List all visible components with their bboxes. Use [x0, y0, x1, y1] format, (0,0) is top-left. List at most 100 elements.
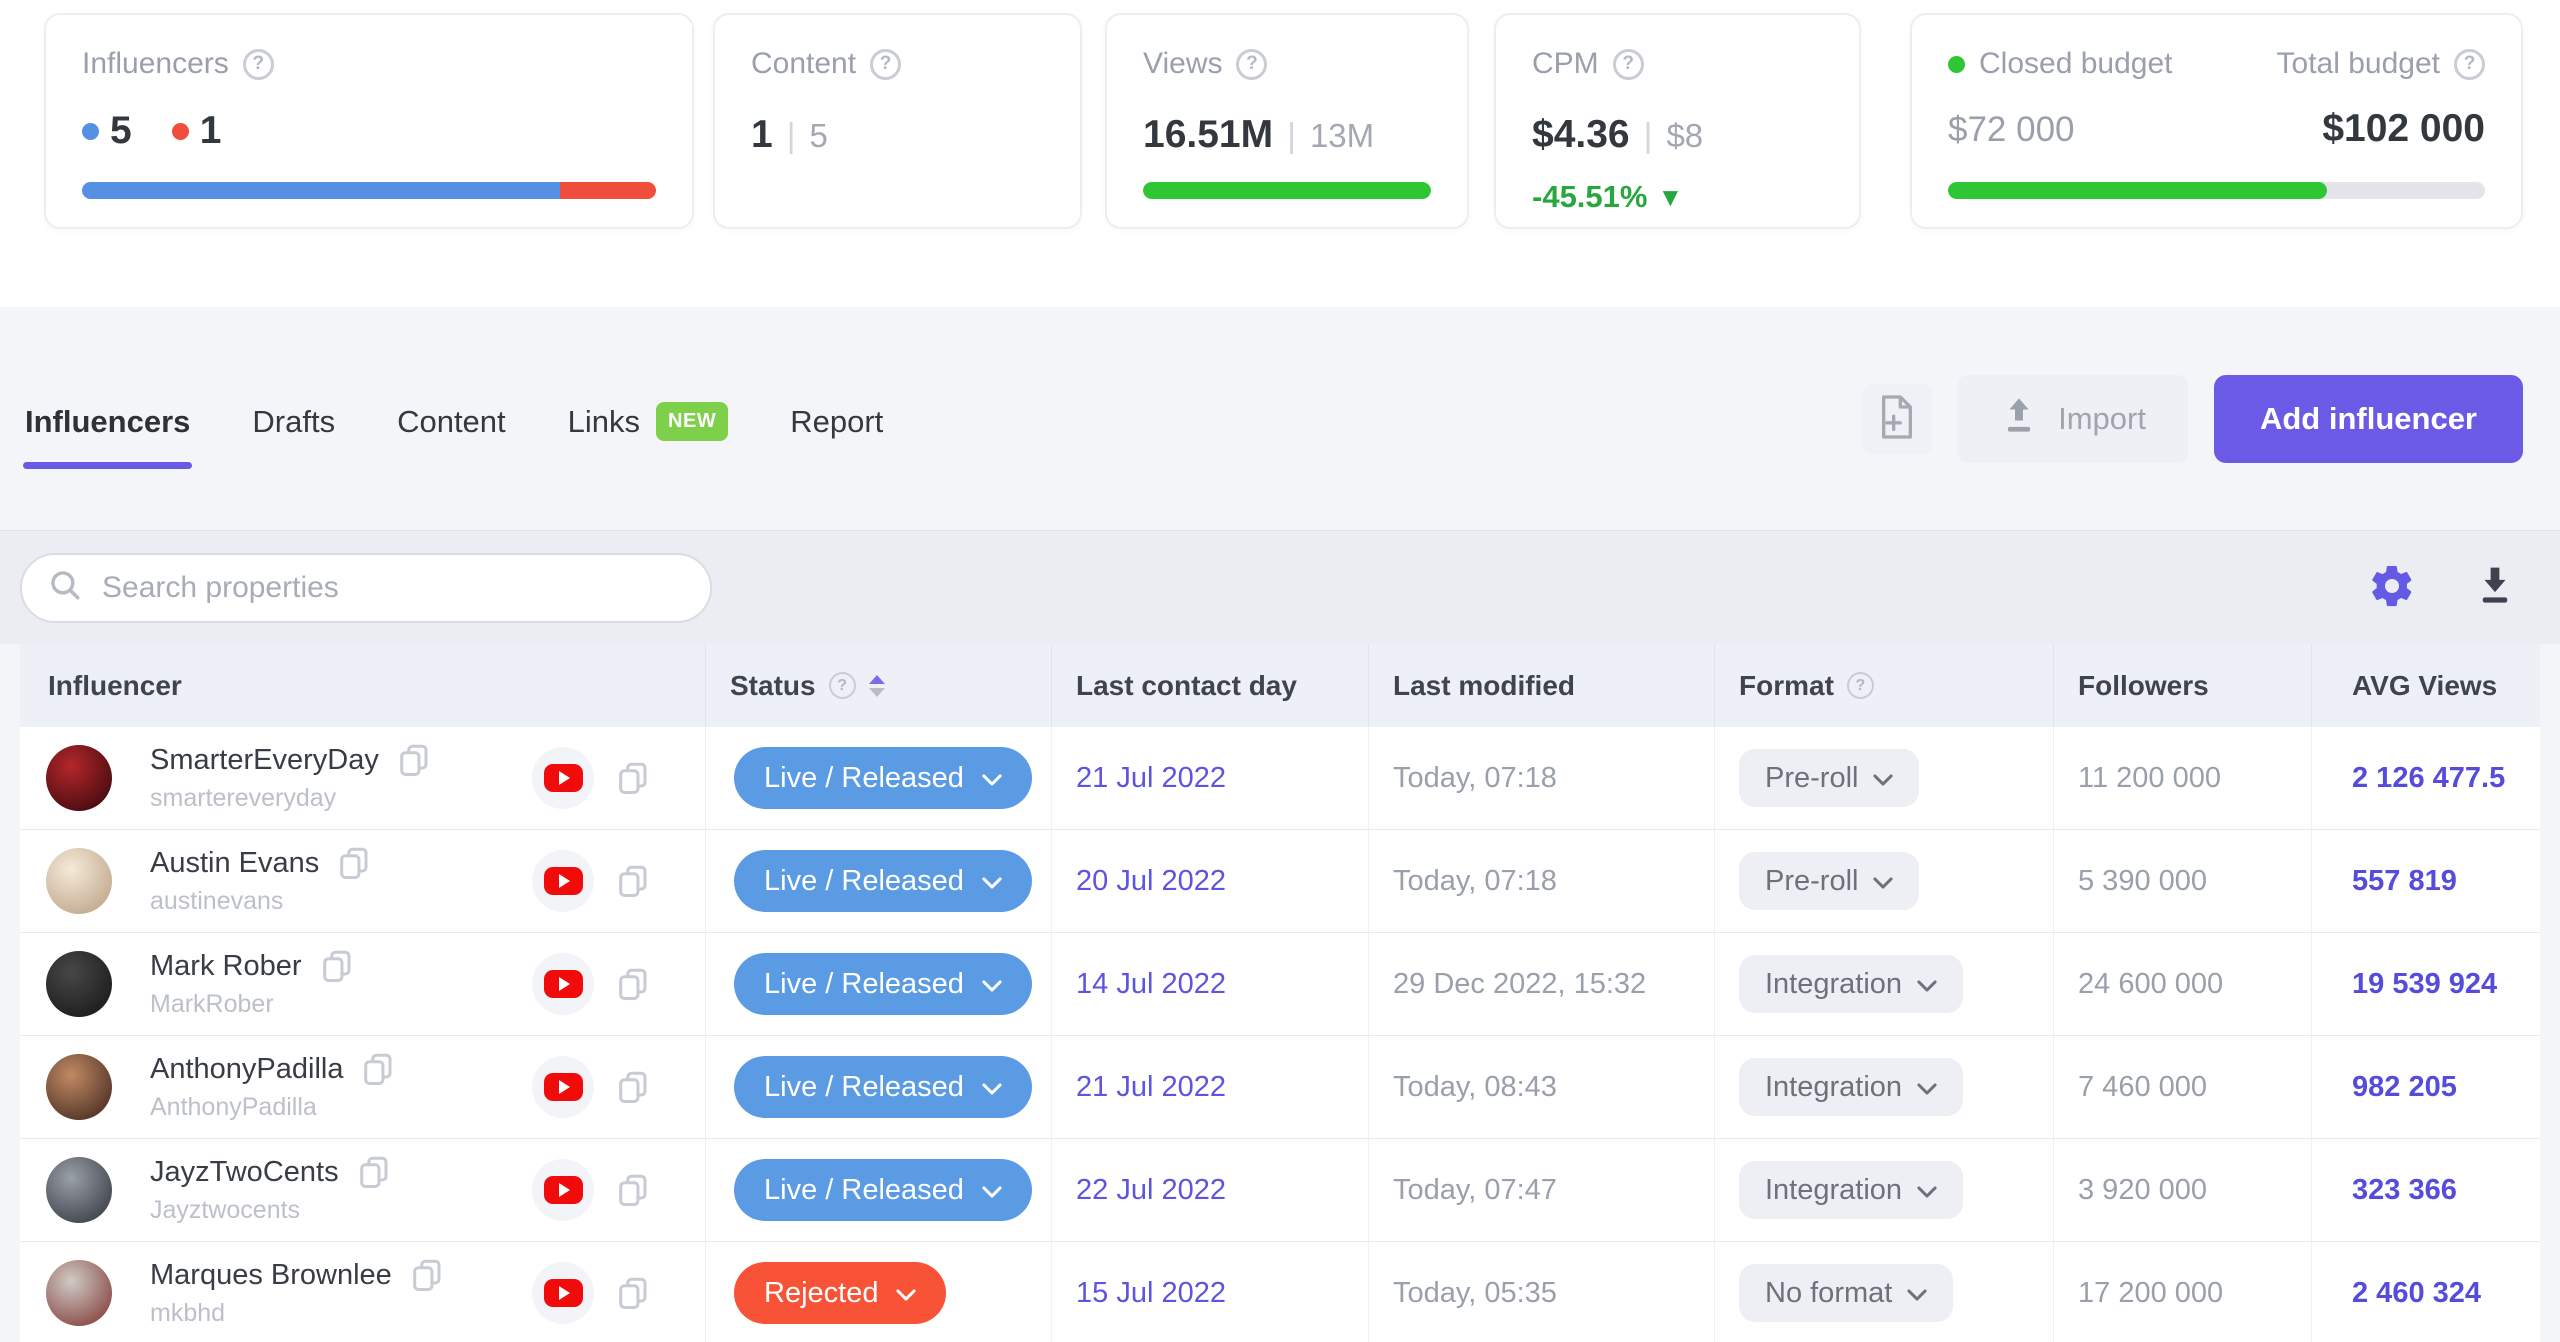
copy-icon[interactable] — [412, 1259, 442, 1292]
col-status[interactable]: Status ? — [706, 644, 1052, 727]
settings-button[interactable] — [2368, 562, 2416, 613]
table-row: Austin Evans austinevans Live / Released 20… — [20, 830, 2540, 933]
tab-drafts[interactable]: Drafts — [250, 368, 337, 469]
avg-views-cell[interactable]: 982 205 — [2352, 1070, 2457, 1103]
last-contact-date[interactable]: 15 Jul 2022 — [1076, 1276, 1226, 1309]
col-avg-views[interactable]: AVG Views — [2312, 644, 2540, 727]
format-dropdown[interactable]: Integration — [1739, 1058, 1964, 1116]
col-format[interactable]: Format ? — [1715, 644, 2054, 727]
legend-dot-blue — [82, 122, 99, 140]
last-modified-cell: Today, 07:47 — [1369, 1139, 1715, 1241]
gear-icon — [2368, 562, 2416, 613]
format-dropdown[interactable]: Integration — [1739, 1161, 1964, 1219]
avg-views-cell[interactable]: 2 460 324 — [2352, 1276, 2482, 1309]
copy-link-icon[interactable] — [618, 865, 648, 898]
followers-cell: 3 920 000 — [2054, 1139, 2312, 1241]
last-modified-cell: 29 Dec 2022, 15:32 — [1369, 933, 1715, 1035]
tab-report[interactable]: Report — [788, 368, 885, 469]
format-cell: Integration — [1715, 933, 2054, 1035]
copy-icon[interactable] — [363, 1053, 393, 1086]
last-contact-date[interactable]: 22 Jul 2022 — [1076, 1173, 1226, 1206]
tab-content[interactable]: Content — [395, 368, 508, 469]
col-last-modified[interactable]: Last modified — [1369, 644, 1715, 727]
last-contact-cell: 22 Jul 2022 — [1052, 1139, 1369, 1241]
col-last-contact[interactable]: Last contact day — [1052, 644, 1369, 727]
help-icon[interactable]: ? — [870, 48, 902, 80]
copy-link-icon[interactable] — [618, 968, 648, 1001]
youtube-icon[interactable] — [532, 747, 594, 809]
copy-icon[interactable] — [322, 950, 352, 983]
format-dropdown[interactable]: Pre-roll — [1739, 749, 1920, 807]
table-row: JayzTwoCents Jayztwocents Live / Released 2… — [20, 1139, 2540, 1242]
avg-views-cell[interactable]: 557 819 — [2352, 864, 2457, 897]
last-contact-cell: 21 Jul 2022 — [1052, 1036, 1369, 1138]
copy-link-icon[interactable] — [618, 1277, 648, 1310]
status-dropdown[interactable]: Live / Released — [734, 1056, 1032, 1118]
copy-link-icon[interactable] — [618, 1071, 648, 1104]
youtube-icon[interactable] — [532, 1262, 594, 1324]
followers-cell: 7 460 000 — [2054, 1036, 2312, 1138]
col-label: AVG Views — [2352, 669, 2498, 701]
copy-icon[interactable] — [359, 1156, 389, 1189]
help-icon[interactable]: ? — [1612, 48, 1644, 80]
format-cell: Pre-roll — [1715, 727, 2054, 829]
total-budget-text: Total budget — [2276, 47, 2440, 80]
last-contact-date[interactable]: 21 Jul 2022 — [1076, 1070, 1226, 1103]
last-contact-date[interactable]: 14 Jul 2022 — [1076, 967, 1226, 1000]
influencer-cell: SmarterEveryDay smartereveryday — [20, 727, 706, 829]
copy-link-icon[interactable] — [618, 1174, 648, 1207]
add-influencer-button[interactable]: Add influencer — [2213, 374, 2523, 463]
col-influencer[interactable]: Influencer — [20, 644, 706, 727]
content-value: 1 | 5 — [751, 113, 1044, 157]
influencer-name: SmarterEveryDay — [150, 743, 379, 776]
help-icon[interactable]: ? — [828, 672, 856, 699]
chevron-down-icon — [982, 865, 1002, 898]
status-dropdown[interactable]: Live / Released — [734, 1159, 1032, 1221]
search-box[interactable] — [20, 552, 712, 623]
status-dropdown[interactable]: Live / Released — [734, 850, 1032, 912]
format-dropdown[interactable]: Pre-roll — [1739, 852, 1920, 910]
tab-label: Influencers — [25, 403, 191, 439]
closed-budget-dot — [1948, 55, 1965, 73]
copy-icon[interactable] — [399, 744, 429, 777]
cpm-secondary: $8 — [1666, 117, 1704, 154]
last-contact-date[interactable]: 20 Jul 2022 — [1076, 864, 1226, 897]
status-dropdown[interactable]: Live / Released — [734, 747, 1032, 809]
status-cell: Live / Released — [706, 1036, 1052, 1138]
youtube-icon[interactable] — [532, 850, 594, 912]
youtube-icon[interactable] — [532, 1159, 594, 1221]
influencer-identity: Mark Rober MarkRober — [150, 950, 532, 1019]
format-dropdown[interactable]: No format — [1739, 1264, 1954, 1322]
col-followers[interactable]: Followers — [2054, 644, 2312, 727]
influencer-handle: AnthonyPadilla — [150, 1092, 317, 1121]
tabs-row: Influencers Drafts Content Links NEW Rep… — [0, 307, 2560, 530]
create-document-button[interactable] — [1862, 383, 1933, 454]
avatar — [46, 1054, 112, 1120]
avg-views-cell[interactable]: 19 539 924 — [2352, 967, 2498, 1000]
copy-link-icon[interactable] — [618, 762, 648, 795]
tab-links[interactable]: Links NEW — [566, 368, 731, 469]
download-button[interactable] — [2474, 564, 2516, 611]
status-cell: Live / Released — [706, 933, 1052, 1035]
search-input[interactable] — [102, 570, 684, 605]
last-contact-date[interactable]: 21 Jul 2022 — [1076, 761, 1226, 794]
avg-views-cell[interactable]: 323 366 — [2352, 1173, 2457, 1206]
help-icon[interactable]: ? — [242, 48, 274, 80]
tab-influencers[interactable]: Influencers — [23, 368, 193, 469]
card-content: Content ? 1 | 5 — [713, 13, 1082, 229]
format-dropdown[interactable]: Integration — [1739, 955, 1964, 1013]
sort-icon[interactable] — [868, 674, 885, 697]
youtube-icon[interactable] — [532, 1056, 594, 1118]
bar-segment-blue — [82, 182, 561, 199]
youtube-icon[interactable] — [532, 953, 594, 1015]
upload-icon — [2000, 395, 2038, 443]
status-dropdown[interactable]: Live / Released — [734, 953, 1032, 1015]
help-icon[interactable]: ? — [1236, 48, 1268, 80]
avg-views-cell[interactable]: 2 126 477.5 — [2352, 761, 2506, 794]
copy-icon[interactable] — [339, 847, 369, 880]
import-button[interactable]: Import — [1958, 374, 2188, 463]
card-views-title: Views ? — [1143, 47, 1431, 81]
help-icon[interactable]: ? — [2454, 48, 2485, 80]
status-dropdown[interactable]: Rejected — [734, 1262, 947, 1324]
help-icon[interactable]: ? — [1846, 672, 1874, 699]
